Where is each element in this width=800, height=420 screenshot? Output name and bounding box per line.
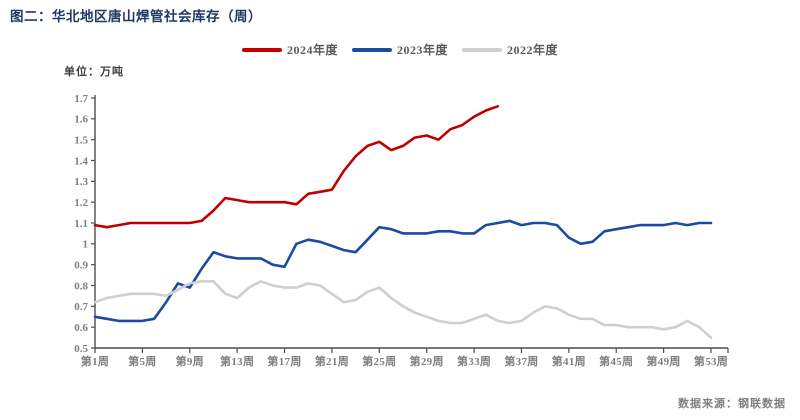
y-tick-label: 1 [83, 239, 89, 251]
y-tick-label: 1.1 [74, 218, 88, 230]
y-tick-label: 1.5 [74, 134, 88, 146]
x-tick-label: 第13周 [220, 354, 254, 368]
legend-swatch-2023 [351, 47, 392, 52]
series-line-2022年度 [93, 279, 713, 339]
series-line-2024年度 [93, 105, 500, 229]
x-tick-label: 第33周 [457, 354, 491, 368]
y-tick-label: 1.3 [74, 176, 88, 188]
y-tick-label: 0.6 [74, 322, 88, 334]
y-tick-label: 1.6 [74, 114, 88, 126]
x-tick-label: 第53周 [694, 354, 728, 368]
series-line-2023年度 [93, 219, 713, 323]
y-tick-label: 1.7 [74, 93, 88, 105]
y-tick-label: 0.5 [74, 343, 88, 355]
legend-label-2023: 2023年度 [396, 43, 449, 57]
x-tick-label: 第1周 [81, 354, 109, 368]
legend-item-2024: 2024年度 [241, 41, 338, 58]
x-tick-label: 第9周 [176, 354, 204, 368]
legend-item-2023: 2023年度 [351, 41, 449, 58]
x-tick-label: 第41周 [552, 354, 586, 368]
unit-label: 单位：万吨 [64, 66, 124, 78]
legend-swatch-2024 [241, 47, 282, 52]
x-tick-label: 第49周 [647, 354, 681, 368]
x-tick-label: 第17周 [267, 354, 301, 368]
y-tick-label: 1.4 [74, 155, 88, 167]
legend-item-2022: 2022年度 [462, 41, 558, 58]
legend-label-2024: 2024年度 [286, 43, 338, 57]
y-tick-label: 0.9 [74, 259, 88, 271]
x-tick-label: 第37周 [504, 354, 538, 368]
y-tick-label: 0.7 [74, 301, 88, 313]
chart-title: 图二：华北地区唐山焊管社会库存（周） [10, 9, 262, 24]
x-tick-label: 第21周 [315, 354, 349, 368]
legend-label-2022: 2022年度 [507, 43, 559, 57]
x-tick-label: 第5周 [128, 354, 156, 368]
chart-legend: 2024年度 2023年度 2022年度 [241, 41, 558, 58]
x-tick-label: 第29周 [410, 354, 444, 368]
source-note: 数据来源：钢联数据 [678, 398, 786, 410]
y-tick-label: 1.2 [74, 197, 88, 209]
y-tick-label: 0.8 [74, 280, 88, 292]
x-tick-label: 第45周 [599, 354, 633, 368]
x-tick-label: 第25周 [362, 354, 396, 368]
legend-swatch-2022 [462, 47, 503, 52]
